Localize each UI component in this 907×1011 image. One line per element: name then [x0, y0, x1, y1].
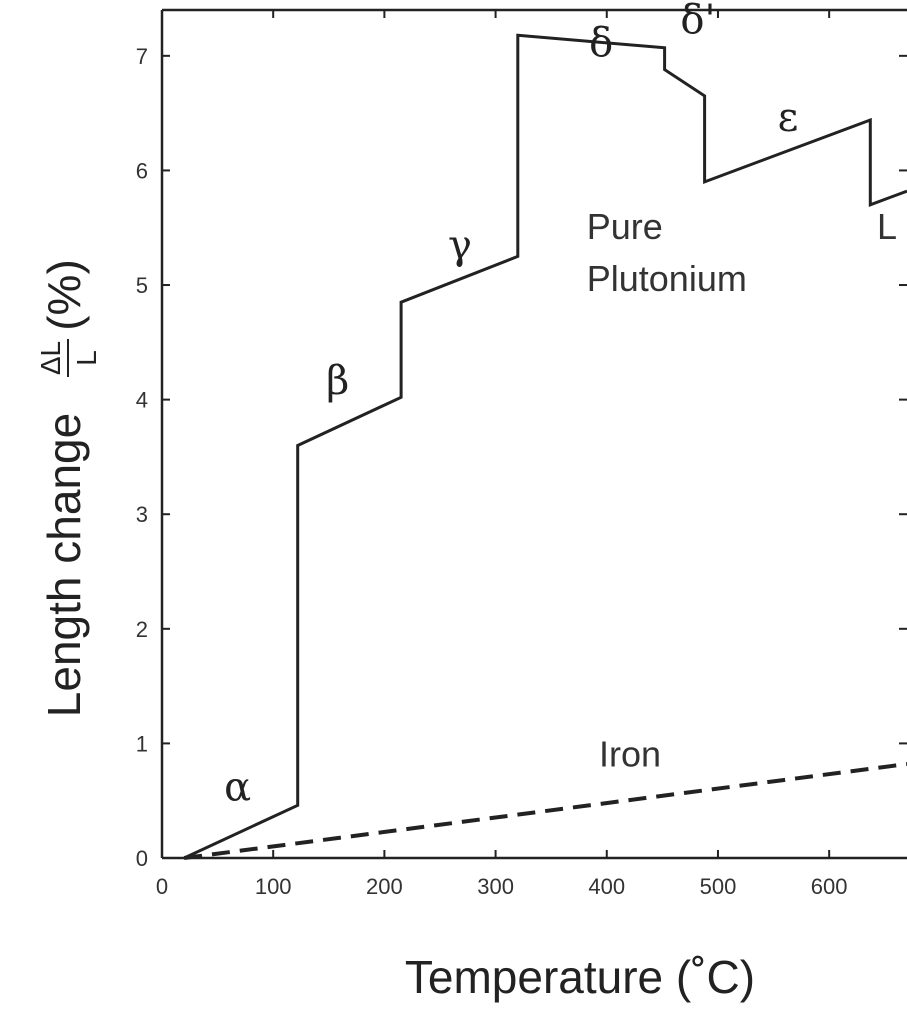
- annotation-label: Plutonium: [587, 258, 747, 299]
- annotation-label: L: [877, 206, 897, 247]
- x-tick-label: 500: [700, 874, 737, 899]
- annotation-label: δ: [589, 20, 613, 66]
- series-line-pure-plutonium: [183, 33, 907, 860]
- y-tick-label: 2: [136, 617, 148, 642]
- annotation-label: Iron: [599, 733, 661, 774]
- plot-frame: [160, 8, 907, 860]
- annotation-layer: α β γ δ δ' ε L Pure Plutonium Iron: [224, 0, 897, 811]
- x-tick-label: 600: [811, 874, 848, 899]
- x-tick-label: 200: [366, 874, 403, 899]
- axis-ticks: [161, 10, 907, 859]
- y-axis-title-prefix: Length change: [38, 413, 90, 717]
- annotation-label: β: [326, 358, 349, 404]
- tick-labels: 0 1 2 3 4 5 6 7 0 100 200 300 400 500 600: [136, 44, 848, 899]
- series-line-iron: [183, 762, 907, 860]
- annotation-label: α: [224, 765, 251, 811]
- x-tick-label: 0: [156, 874, 168, 899]
- annotation-label: ε: [778, 94, 799, 140]
- annotation-label: Pure: [587, 206, 663, 247]
- y-tick-label: 6: [136, 158, 148, 183]
- y-axis-title-suffix: (%): [38, 259, 90, 331]
- x-axis-title: Temperature (˚C): [405, 951, 755, 1003]
- x-tick-label: 300: [477, 874, 514, 899]
- y-tick-label: 3: [136, 502, 148, 527]
- y-tick-label: 7: [136, 44, 148, 69]
- y-tick-label: 4: [136, 388, 148, 413]
- x-tick-label: 400: [588, 874, 625, 899]
- y-axis-title: Length change ΔL L (%): [35, 259, 102, 717]
- y-tick-label: 5: [136, 273, 148, 298]
- y-axis-title-denominator: L: [71, 350, 102, 366]
- annotation-label: δ': [680, 0, 715, 43]
- y-tick-label: 1: [136, 731, 148, 756]
- y-tick-label: 0: [136, 846, 148, 871]
- y-axis-title-numerator: ΔL: [35, 341, 66, 375]
- series-layer: [183, 33, 907, 860]
- x-tick-label: 100: [255, 874, 292, 899]
- annotation-label: γ: [448, 223, 472, 269]
